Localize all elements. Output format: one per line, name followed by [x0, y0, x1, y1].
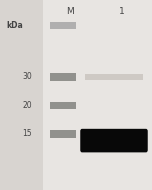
Text: 15: 15 — [22, 129, 32, 139]
Bar — [50, 73, 76, 81]
Bar — [50, 102, 76, 109]
Text: 30: 30 — [22, 72, 32, 82]
Text: M: M — [66, 7, 74, 16]
Bar — [43, 0, 152, 190]
Text: 1: 1 — [119, 7, 124, 16]
Text: kDa: kDa — [7, 21, 24, 30]
Text: 20: 20 — [22, 101, 32, 110]
FancyBboxPatch shape — [80, 129, 148, 152]
Bar — [50, 22, 76, 29]
Bar — [85, 74, 143, 80]
Bar — [50, 130, 76, 138]
